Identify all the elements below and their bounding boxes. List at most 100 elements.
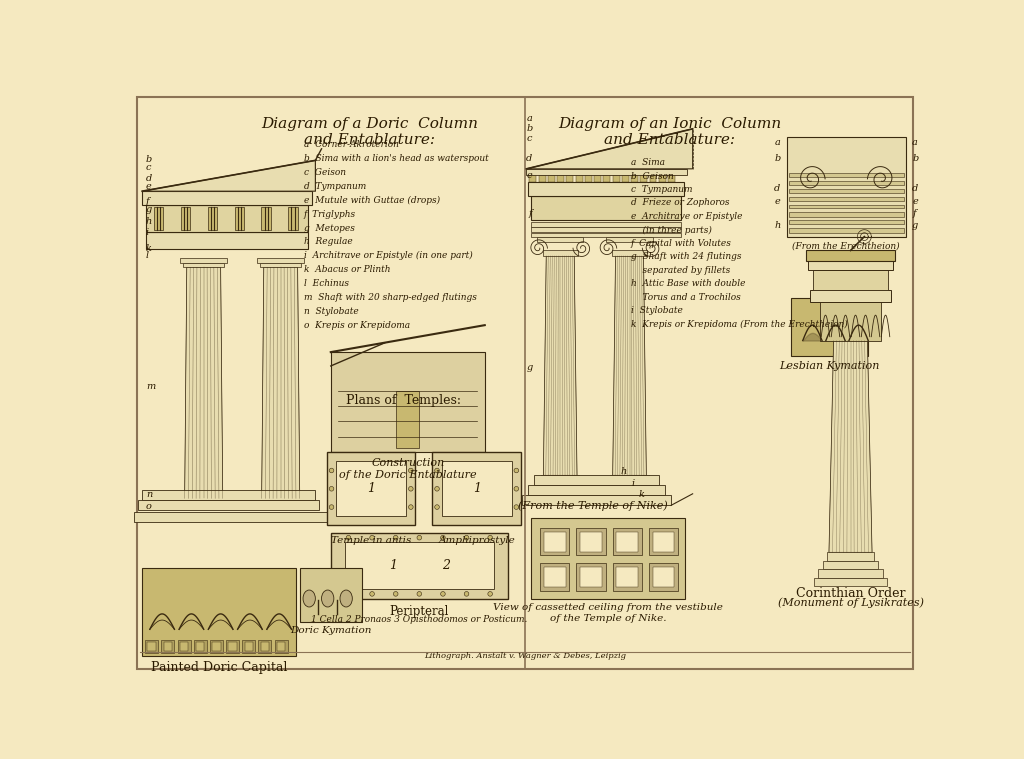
Bar (823, 561, 879, 569)
Text: 1 Cella 2 Pronaos 3 Opisthodomos or Posticum.: 1 Cella 2 Pronaos 3 Opisthodomos or Post… (311, 616, 527, 625)
Bar (300, 568, 361, 622)
Text: g: g (146, 205, 153, 214)
Bar (808, 261, 893, 270)
Bar (788, 181, 903, 185)
Bar (612, 250, 647, 256)
Bar (331, 533, 508, 599)
Polygon shape (612, 256, 646, 475)
Text: Lesbian Kymation: Lesbian Kymation (779, 361, 880, 370)
Circle shape (330, 505, 334, 509)
Bar (531, 196, 681, 220)
Text: c  Geison: c Geison (304, 168, 346, 177)
Circle shape (417, 591, 422, 597)
Text: k  Abacus or Plinth: k Abacus or Plinth (304, 265, 390, 274)
Polygon shape (544, 256, 578, 475)
Text: f  Capital with Volutes: f Capital with Volutes (631, 239, 732, 248)
Ellipse shape (303, 590, 315, 607)
Circle shape (417, 535, 422, 540)
Bar (162, 640, 174, 653)
Text: d  Frieze or Zophoros: d Frieze or Zophoros (631, 199, 729, 207)
Circle shape (370, 535, 375, 540)
Bar (581, 531, 602, 552)
Text: Construction
of the Doric Entablature: Construction of the Doric Entablature (339, 458, 476, 480)
Bar (566, 175, 573, 182)
Bar (541, 528, 569, 556)
Bar (226, 640, 240, 653)
Text: o  Krepis or Krepidoma: o Krepis or Krepidoma (304, 320, 410, 329)
Circle shape (464, 591, 469, 597)
Bar (164, 642, 172, 651)
Bar (396, 391, 419, 449)
Bar (581, 567, 602, 587)
Circle shape (409, 487, 413, 491)
Bar (616, 531, 638, 552)
Bar (261, 642, 269, 651)
Bar (649, 528, 678, 556)
Text: m  Shaft with 20 sharp-edged flutings: m Shaft with 20 sharp-edged flutings (304, 293, 477, 302)
Text: k: k (639, 490, 645, 499)
Text: Diagram of an Ionic  Column
and Entablature:: Diagram of an Ionic Column and Entablatu… (558, 117, 781, 147)
Bar (606, 238, 652, 242)
Text: m: m (146, 383, 156, 391)
Polygon shape (526, 129, 692, 168)
Bar (441, 461, 512, 516)
Bar (557, 175, 564, 182)
Circle shape (393, 535, 398, 540)
Text: Peripteral: Peripteral (389, 605, 449, 618)
Text: d: d (774, 184, 780, 194)
Bar (336, 461, 407, 516)
Circle shape (487, 535, 493, 540)
Bar (194, 640, 207, 653)
Text: d  Tympanum: d Tympanum (304, 182, 366, 191)
Text: e: e (526, 171, 532, 180)
Bar (610, 475, 649, 480)
Bar (792, 298, 868, 356)
Bar (177, 640, 190, 653)
Text: h: h (621, 467, 628, 476)
Text: Corinthian Order: Corinthian Order (796, 587, 905, 600)
Bar (544, 531, 565, 552)
Text: (From the Erechtheion): (From the Erechtheion) (793, 241, 900, 250)
Bar (786, 137, 906, 237)
Bar (528, 182, 684, 196)
Bar (806, 250, 895, 261)
Circle shape (409, 468, 413, 473)
Bar (649, 563, 678, 591)
Bar (147, 642, 156, 651)
Text: g  Shaft with 24 flutings: g Shaft with 24 flutings (631, 253, 741, 261)
Bar (616, 567, 638, 587)
Polygon shape (184, 267, 223, 499)
Bar (788, 189, 903, 194)
Text: i: i (146, 228, 150, 238)
Bar (603, 175, 610, 182)
Text: h  Attic Base with double: h Attic Base with double (631, 279, 745, 288)
Bar (541, 485, 581, 489)
Bar (432, 452, 521, 525)
Bar (529, 175, 537, 182)
Bar (594, 175, 601, 182)
Bar (543, 250, 578, 256)
Circle shape (409, 505, 413, 509)
Bar (180, 258, 227, 263)
Bar (183, 263, 224, 267)
Text: g: g (526, 363, 532, 372)
Bar (640, 175, 647, 182)
Text: a: a (526, 114, 532, 122)
Bar (539, 480, 582, 485)
Text: e: e (775, 197, 780, 206)
Bar (243, 640, 255, 653)
Text: o: o (146, 502, 152, 511)
Bar (531, 222, 681, 227)
Text: Temple in antis: Temple in antis (331, 536, 412, 545)
Circle shape (346, 591, 351, 597)
Text: f: f (528, 209, 532, 218)
Bar (788, 228, 903, 233)
Circle shape (330, 468, 334, 473)
Bar (245, 642, 253, 651)
Bar (289, 206, 298, 231)
Text: e: e (912, 197, 918, 206)
Circle shape (346, 535, 351, 540)
Text: Painted Doric Capital: Painted Doric Capital (151, 661, 288, 674)
Bar (631, 175, 638, 182)
Polygon shape (142, 160, 315, 191)
